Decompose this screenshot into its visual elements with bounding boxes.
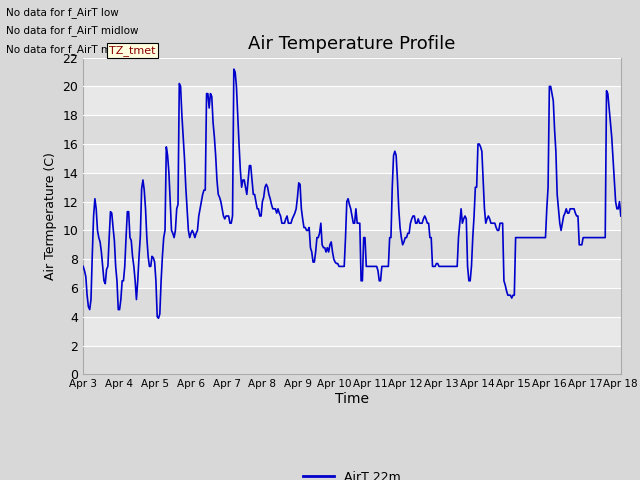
Bar xyxy=(83,288,621,317)
Text: No data for f_AirT midlow: No data for f_AirT midlow xyxy=(6,25,139,36)
Bar xyxy=(83,317,621,346)
Bar xyxy=(83,58,621,86)
Bar xyxy=(83,173,621,202)
X-axis label: Time: Time xyxy=(335,392,369,406)
Text: No data for f_AirT midtop: No data for f_AirT midtop xyxy=(6,44,138,55)
Bar xyxy=(83,230,621,259)
Text: No data for f_AirT low: No data for f_AirT low xyxy=(6,7,119,18)
Bar xyxy=(83,346,621,374)
Text: TZ_tmet: TZ_tmet xyxy=(109,45,156,56)
Title: Air Temperature Profile: Air Temperature Profile xyxy=(248,35,456,53)
Bar xyxy=(83,202,621,230)
Legend: AirT 22m: AirT 22m xyxy=(298,466,406,480)
Bar xyxy=(83,86,621,115)
Y-axis label: Air Termperature (C): Air Termperature (C) xyxy=(44,152,57,280)
Bar xyxy=(83,144,621,173)
Bar xyxy=(83,115,621,144)
Bar xyxy=(83,259,621,288)
